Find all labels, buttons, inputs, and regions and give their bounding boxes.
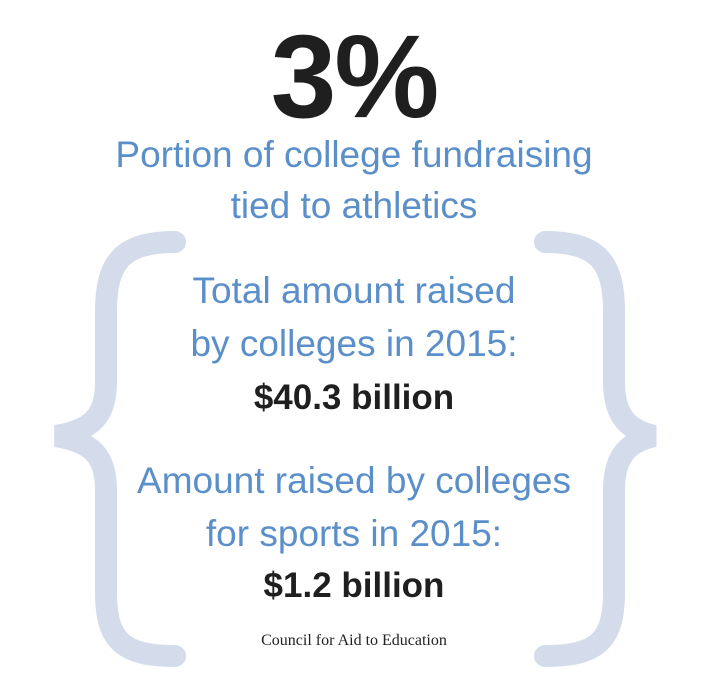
right-brace bbox=[534, 231, 657, 667]
left-brace bbox=[53, 231, 186, 667]
stat-label: Total amount raised bbox=[192, 270, 516, 311]
stat-amount: $1.2 billion bbox=[263, 566, 445, 605]
stat-label: for sports in 2015: bbox=[205, 513, 503, 554]
headline-value: 3% bbox=[270, 11, 440, 143]
stat-label: Amount raised by colleges bbox=[137, 460, 571, 501]
source: Council for Aid to Education bbox=[261, 632, 447, 649]
headline-caption: tied to athletics bbox=[230, 185, 478, 226]
stat-amount: $40.3 billion bbox=[253, 378, 455, 417]
headline-caption: Portion of college fundraising bbox=[115, 134, 593, 175]
stat-label: by colleges in 2015: bbox=[190, 323, 518, 364]
